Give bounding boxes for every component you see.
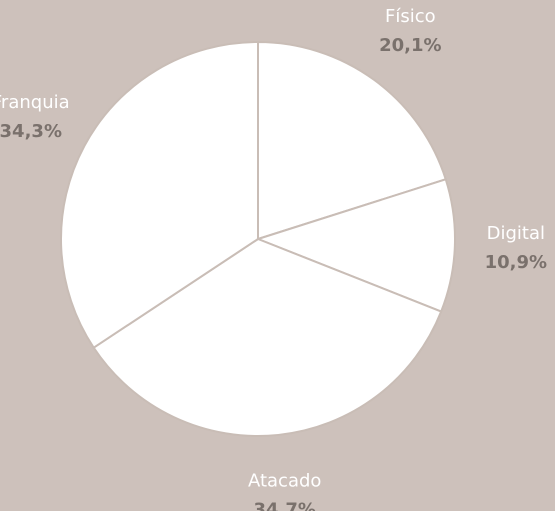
slice-label: Franquia bbox=[0, 92, 70, 113]
slice-label: Físico bbox=[385, 6, 436, 27]
slice-label: Atacado bbox=[248, 471, 321, 492]
slice-value-label: 34,7% bbox=[253, 500, 315, 511]
slice-value-label: 34,3% bbox=[0, 121, 62, 142]
pie-slice bbox=[60, 40, 259, 350]
slice-label: Digital bbox=[487, 223, 545, 244]
slice-value-label: 20,1% bbox=[379, 35, 441, 56]
pie-slice bbox=[255, 178, 456, 313]
slice-value-label: 10,9% bbox=[485, 252, 547, 273]
pie-slice bbox=[92, 237, 443, 437]
pie-slice bbox=[257, 40, 447, 241]
